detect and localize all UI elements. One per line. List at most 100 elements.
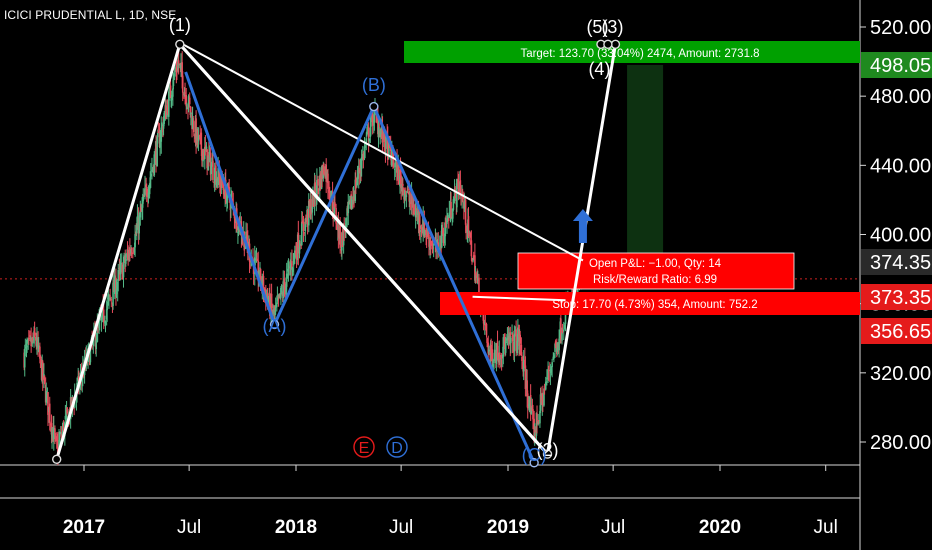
candle-body (383, 126, 386, 143)
pnl-info-box: Open P&L: −1.00, Qty: 14 Risk/Reward Rati… (517, 252, 795, 290)
impulse-pivot-marker[interactable] (52, 454, 62, 464)
candle (537, 420, 540, 425)
candle (544, 376, 547, 391)
candle (553, 352, 555, 363)
candle-body (381, 125, 384, 143)
candle (113, 267, 116, 300)
earnings-icon[interactable]: E (353, 436, 375, 458)
candle (118, 258, 121, 281)
candle-body (442, 233, 445, 243)
candle (184, 82, 186, 105)
up-arrow-icon[interactable] (572, 209, 593, 244)
candle-body (262, 275, 265, 294)
corrective-wave-line[interactable] (184, 71, 536, 464)
candle (305, 214, 307, 225)
candle-body (312, 190, 315, 207)
candle-body (121, 264, 124, 280)
candle (106, 294, 109, 322)
candle-body (41, 361, 44, 380)
candle-body (531, 405, 534, 411)
candle-body (112, 282, 114, 307)
impulse-pivot-marker[interactable] (175, 39, 185, 49)
corrective-pivot-marker[interactable] (269, 319, 280, 330)
candle-body (58, 437, 61, 443)
candle-body (193, 135, 196, 137)
price-tag-label: 498.05 (870, 55, 931, 77)
candle-body (365, 138, 368, 143)
candle-body (259, 268, 262, 285)
dividend-icon[interactable]: D (386, 436, 408, 458)
candle-body (33, 330, 35, 344)
drawings[interactable]: (1) (2) (3)(5) (4) (A) (B) (C) (52, 15, 624, 468)
corrective-pivot-marker[interactable] (529, 458, 539, 468)
candle-body (485, 323, 488, 336)
candle-body (506, 337, 509, 341)
candle (210, 157, 212, 181)
candle-body (129, 248, 131, 254)
candle (176, 57, 178, 81)
candle (54, 425, 56, 445)
candle-body (181, 62, 183, 78)
candle (403, 189, 406, 209)
candle-body (431, 245, 433, 247)
candle-body (405, 194, 408, 198)
candle-body (263, 288, 266, 293)
candle (287, 258, 290, 282)
candle-body (450, 201, 452, 218)
candle (347, 194, 350, 226)
candle (490, 338, 492, 362)
candle (337, 211, 340, 249)
wave-1-2-channel-line[interactable] (178, 43, 549, 456)
impulse-pivot-marker[interactable] (603, 39, 613, 49)
candle-body (125, 259, 127, 264)
candle-body (66, 407, 68, 414)
candle (476, 270, 479, 285)
candle (257, 251, 260, 292)
candle-body (431, 246, 434, 249)
time-axis[interactable]: 2017 Jul 2018 Jul 2019 Jul 2020 Jul (63, 465, 838, 538)
candle-body (163, 113, 165, 124)
candle-body (204, 146, 206, 159)
candle (181, 71, 184, 102)
candle-body (394, 162, 397, 168)
candle-body (321, 169, 323, 180)
candle-body (425, 234, 428, 238)
candle-body (162, 125, 164, 133)
candle (484, 312, 487, 331)
candle-body (540, 396, 542, 403)
candle-body (370, 113, 372, 127)
candle-body (475, 273, 477, 276)
candle (495, 343, 498, 372)
candle-body (416, 211, 419, 216)
corrective-pivot-marker[interactable] (369, 101, 379, 112)
candle-body (418, 215, 421, 229)
impulse-pivot-marker[interactable] (610, 39, 621, 49)
candle-body (130, 252, 133, 254)
candle-body (561, 332, 563, 341)
candle-body (350, 199, 353, 210)
candle (292, 252, 295, 276)
candle-body (109, 298, 112, 300)
candle-body (354, 179, 357, 201)
candle (358, 159, 361, 185)
candle-body (522, 360, 525, 372)
candle (314, 175, 316, 207)
candle-body (331, 192, 334, 210)
candle (547, 361, 549, 383)
candle-body (310, 199, 312, 215)
candle-body (213, 181, 215, 183)
candle-body (355, 177, 357, 189)
candle-body (420, 229, 422, 233)
candle-body (317, 188, 320, 190)
candle (139, 200, 142, 226)
long-position-tool[interactable]: Target: 123.70 (33.04%) 2474, Amount: 27… (404, 41, 860, 315)
candle-body (554, 341, 557, 345)
price-tag-label: 356.65 (870, 321, 931, 343)
candle-body (445, 220, 447, 228)
trend-line[interactable] (182, 43, 584, 262)
impulse-pivot-marker[interactable] (542, 449, 553, 459)
support-line[interactable] (472, 295, 566, 302)
candle (163, 110, 165, 127)
